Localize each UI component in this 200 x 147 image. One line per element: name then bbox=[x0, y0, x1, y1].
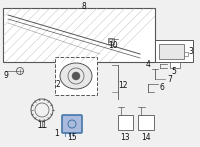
FancyBboxPatch shape bbox=[62, 115, 82, 133]
Text: 12: 12 bbox=[118, 81, 128, 90]
Text: 15: 15 bbox=[67, 133, 77, 142]
Bar bbox=[118, 115, 133, 130]
Text: 9: 9 bbox=[4, 71, 8, 80]
Text: 8: 8 bbox=[82, 1, 86, 10]
Bar bbox=[155, 40, 193, 62]
Text: 1: 1 bbox=[55, 128, 59, 137]
Text: 11: 11 bbox=[37, 121, 47, 130]
Text: 13: 13 bbox=[120, 132, 130, 142]
Text: 5: 5 bbox=[172, 66, 176, 76]
Bar bbox=[170, 62, 180, 68]
Text: 2: 2 bbox=[56, 80, 60, 88]
Text: 14: 14 bbox=[141, 132, 151, 142]
Text: 4: 4 bbox=[146, 60, 150, 69]
Text: 7: 7 bbox=[168, 75, 172, 83]
Bar bbox=[184, 52, 188, 56]
Circle shape bbox=[72, 72, 80, 80]
Text: 10: 10 bbox=[108, 41, 118, 50]
Text: 3: 3 bbox=[189, 46, 193, 56]
Bar bbox=[138, 115, 154, 130]
Bar bbox=[3, 8, 155, 62]
Text: 6: 6 bbox=[160, 82, 164, 91]
Ellipse shape bbox=[60, 63, 92, 89]
Bar bbox=[108, 38, 114, 44]
Bar bbox=[159, 44, 184, 59]
Bar bbox=[55, 57, 97, 95]
